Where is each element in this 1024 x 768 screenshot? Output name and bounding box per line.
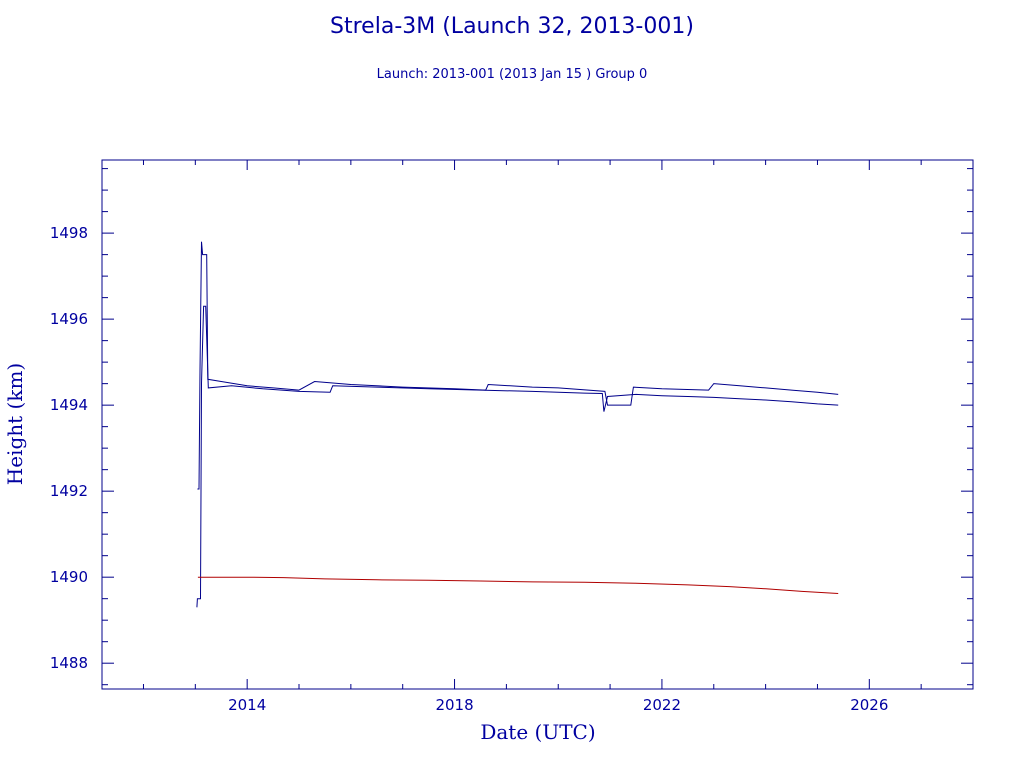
y-tick-label: 1490 — [50, 568, 88, 586]
x-tick-label: 2014 — [228, 696, 266, 714]
y-tick-label: 1498 — [50, 224, 88, 242]
height-series-line-lower — [196, 305, 839, 608]
y-tick-label: 1488 — [50, 654, 88, 672]
x-tick-label: 2026 — [850, 696, 888, 714]
y-tick-label: 1494 — [50, 396, 88, 414]
x-axis-label: Date (UTC) — [480, 720, 595, 744]
x-tick-label: 2018 — [435, 696, 473, 714]
x-tick-label: 2022 — [643, 696, 681, 714]
height-series-line-red — [197, 576, 839, 594]
chart-subtitle: Launch: 2013-001 (2013 Jan 15 ) Group 0 — [376, 67, 648, 82]
y-tick-label: 1492 — [50, 482, 88, 500]
plot-frame — [101, 159, 974, 690]
chart-title: Strela-3M (Launch 32, 2013-001) — [330, 14, 694, 39]
y-tick-label: 1496 — [50, 310, 88, 328]
height-series-line-upper — [197, 241, 839, 490]
y-axis-label: Height (km) — [3, 363, 27, 485]
